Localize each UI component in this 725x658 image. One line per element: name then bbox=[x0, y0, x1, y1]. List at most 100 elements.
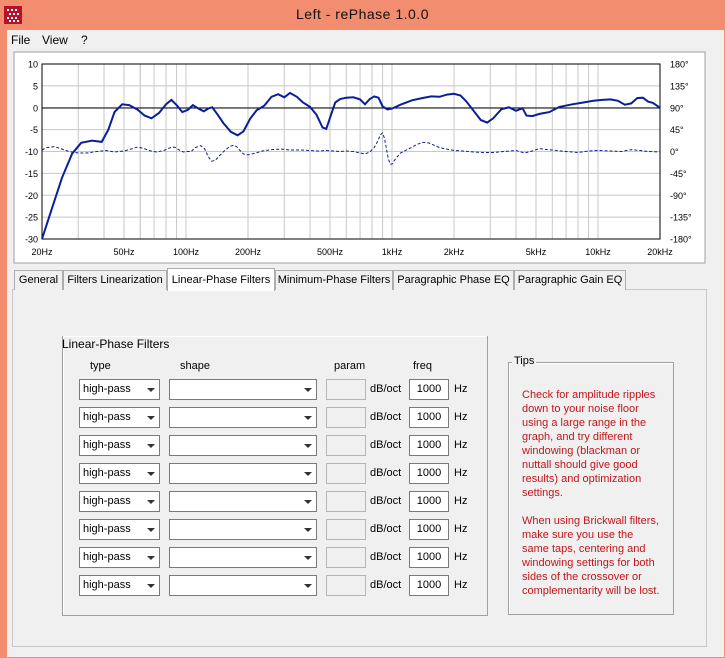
x-tick-label: 100Hz bbox=[173, 247, 200, 257]
x-tick-label: 10kHz bbox=[585, 247, 611, 257]
x-tick-label: 1kHz bbox=[382, 247, 403, 257]
chevron-down-icon[interactable] bbox=[143, 464, 159, 483]
filter-type-select[interactable]: high-pass bbox=[79, 575, 160, 596]
menu-bar: File View ? bbox=[7, 30, 724, 50]
freq-unit-label: Hz bbox=[454, 383, 468, 395]
tips-label: Tips bbox=[512, 355, 537, 367]
menu-file[interactable]: File bbox=[11, 33, 31, 47]
tips-box bbox=[508, 362, 674, 615]
linear-phase-group bbox=[62, 336, 488, 616]
filter-type-value: high-pass bbox=[83, 411, 131, 423]
tips-paragraph-1: Check for amplitude ripples down to your … bbox=[522, 389, 656, 499]
y-tick-label-db: -20 bbox=[25, 191, 38, 201]
filter-type-value: high-pass bbox=[83, 579, 131, 591]
freq-unit-label: Hz bbox=[454, 523, 468, 535]
chevron-down-icon[interactable] bbox=[300, 548, 316, 567]
filter-type-value: high-pass bbox=[83, 383, 131, 395]
window-title: Left - rePhase 1.0.0 bbox=[296, 6, 429, 22]
filter-shape-select[interactable] bbox=[169, 435, 317, 456]
tab-filters-linearization[interactable]: Filters Linearization bbox=[63, 270, 167, 290]
param-unit-label: dB/oct bbox=[370, 439, 402, 451]
filter-freq-input[interactable]: 1000 bbox=[409, 379, 449, 400]
x-tick-label: 20Hz bbox=[31, 247, 53, 257]
app-icon[interactable] bbox=[4, 6, 22, 24]
filter-param-input[interactable] bbox=[326, 407, 366, 428]
filter-freq-input[interactable]: 1000 bbox=[409, 519, 449, 540]
filter-param-input[interactable] bbox=[326, 435, 366, 456]
chevron-down-icon[interactable] bbox=[143, 520, 159, 539]
tab-paragraphic-phase-eq[interactable]: Paragraphic Phase EQ bbox=[393, 270, 514, 290]
filter-freq-input[interactable]: 1000 bbox=[409, 547, 449, 568]
filter-type-select[interactable]: high-pass bbox=[79, 435, 160, 456]
filter-type-select[interactable]: high-pass bbox=[79, 463, 160, 484]
filter-freq-input[interactable]: 1000 bbox=[409, 435, 449, 456]
filter-shape-select[interactable] bbox=[169, 407, 317, 428]
tab-linear-phase-filters[interactable]: Linear-Phase Filters bbox=[167, 268, 275, 291]
chevron-down-icon[interactable] bbox=[300, 464, 316, 483]
menu-view[interactable]: View bbox=[42, 33, 68, 47]
chevron-down-icon[interactable] bbox=[143, 576, 159, 595]
filter-param-input[interactable] bbox=[326, 547, 366, 568]
filter-freq-input[interactable]: 1000 bbox=[409, 575, 449, 596]
filter-freq-input[interactable]: 1000 bbox=[409, 407, 449, 428]
param-unit-label: dB/oct bbox=[370, 523, 402, 535]
filter-type-select[interactable]: high-pass bbox=[79, 379, 160, 400]
filter-param-input[interactable] bbox=[326, 491, 366, 512]
filter-shape-select[interactable] bbox=[169, 463, 317, 484]
filter-shape-select[interactable] bbox=[169, 575, 317, 596]
filter-type-select[interactable]: high-pass bbox=[79, 491, 160, 512]
filter-row: high-pass dB/oct 1000 Hz bbox=[0, 379, 725, 400]
y-tick-label-phase: 135° bbox=[670, 81, 689, 91]
y-tick-label-phase: 45° bbox=[670, 125, 684, 135]
filter-type-select[interactable]: high-pass bbox=[79, 519, 160, 540]
filter-param-input[interactable] bbox=[326, 519, 366, 540]
y-tick-label-phase: -135° bbox=[670, 213, 692, 223]
tab-general[interactable]: General bbox=[14, 270, 63, 290]
filter-type-select[interactable]: high-pass bbox=[79, 407, 160, 428]
y-tick-label-db: -25 bbox=[25, 213, 38, 223]
filter-shape-select[interactable] bbox=[169, 547, 317, 568]
column-shape-header: shape bbox=[180, 360, 210, 372]
y-tick-label-phase: 0° bbox=[670, 147, 679, 157]
freq-unit-label: Hz bbox=[454, 411, 468, 423]
x-tick-label: 5kHz bbox=[526, 247, 547, 257]
chevron-down-icon[interactable] bbox=[300, 380, 316, 399]
x-tick-label: 2kHz bbox=[444, 247, 465, 257]
filter-freq-input[interactable]: 1000 bbox=[409, 491, 449, 512]
menu-help[interactable]: ? bbox=[81, 33, 88, 47]
column-param-header: param bbox=[334, 360, 366, 372]
filter-shape-select[interactable] bbox=[169, 491, 317, 512]
filter-param-input[interactable] bbox=[326, 575, 366, 596]
y-tick-label-db: -5 bbox=[30, 125, 38, 135]
phase-curve bbox=[41, 132, 661, 165]
filter-type-value: high-pass bbox=[83, 523, 131, 535]
y-tick-label-db: 0 bbox=[33, 103, 38, 113]
filter-param-input[interactable] bbox=[326, 463, 366, 484]
filter-type-select[interactable]: high-pass bbox=[79, 547, 160, 568]
filter-shape-select[interactable] bbox=[169, 519, 317, 540]
chevron-down-icon[interactable] bbox=[300, 576, 316, 595]
chevron-down-icon[interactable] bbox=[143, 492, 159, 511]
filter-freq-input[interactable]: 1000 bbox=[409, 463, 449, 484]
filter-row: high-pass dB/oct 1000 Hz bbox=[0, 519, 725, 540]
chevron-down-icon[interactable] bbox=[143, 548, 159, 567]
tab-paragraphic-gain-eq[interactable]: Paragraphic Gain EQ bbox=[514, 270, 626, 290]
chevron-down-icon[interactable] bbox=[300, 436, 316, 455]
param-unit-label: dB/oct bbox=[370, 495, 402, 507]
tab-minimum-phase-filters[interactable]: Minimum-Phase Filters bbox=[275, 270, 393, 290]
filter-param-input[interactable] bbox=[326, 379, 366, 400]
filter-shape-select[interactable] bbox=[169, 379, 317, 400]
title-bar[interactable]: Left - rePhase 1.0.0 bbox=[0, 0, 725, 30]
chevron-down-icon[interactable] bbox=[143, 408, 159, 427]
param-unit-label: dB/oct bbox=[370, 551, 402, 563]
filter-type-value: high-pass bbox=[83, 551, 131, 563]
chevron-down-icon[interactable] bbox=[300, 520, 316, 539]
response-graph[interactable]: 10 5 0 -5 -10 -15 -20 -25 -30 180° 135° 90° 45° 0° -45… bbox=[12, 50, 707, 265]
y-tick-label-db: -30 bbox=[25, 235, 38, 245]
y-tick-label-db: -10 bbox=[25, 147, 38, 157]
magnitude-curve bbox=[41, 91, 661, 240]
chevron-down-icon[interactable] bbox=[300, 408, 316, 427]
chevron-down-icon[interactable] bbox=[143, 436, 159, 455]
chevron-down-icon[interactable] bbox=[300, 492, 316, 511]
chevron-down-icon[interactable] bbox=[143, 380, 159, 399]
